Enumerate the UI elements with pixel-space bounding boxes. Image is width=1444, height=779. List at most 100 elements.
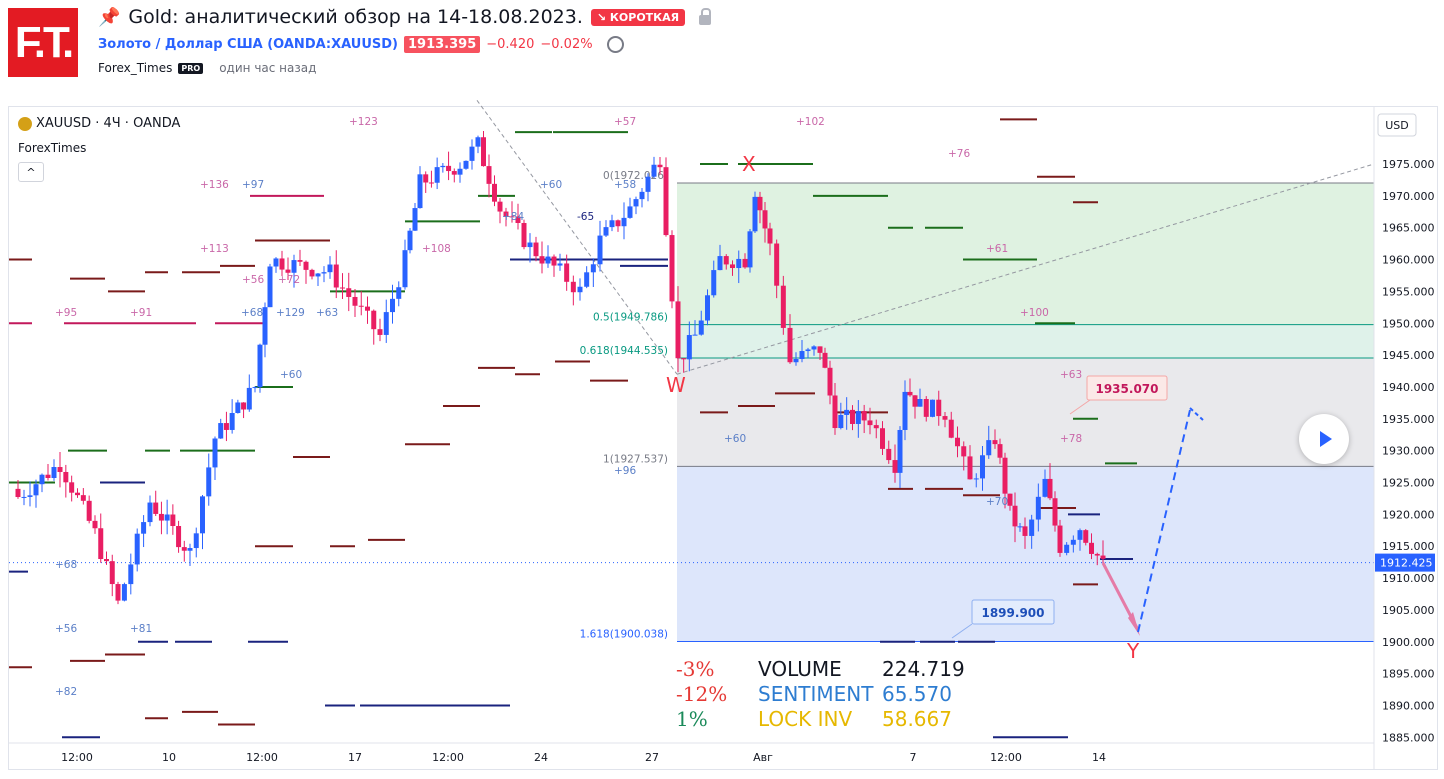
candle-body: [158, 513, 164, 521]
level-annotation: +61: [986, 243, 1008, 255]
candle-body: [1100, 555, 1106, 559]
candle-body: [663, 167, 669, 236]
level-annotation: +56: [55, 623, 77, 635]
collapse-legend-button[interactable]: ^: [18, 162, 44, 182]
candle-body: [787, 327, 793, 363]
candle-body: [686, 335, 692, 360]
candle-body: [817, 346, 823, 353]
candle-body: [992, 440, 998, 445]
y-tick-label: 1930.000: [1382, 445, 1435, 458]
candle-body: [371, 310, 377, 330]
candle-body: [533, 242, 539, 257]
x-tick-label: 14: [1092, 751, 1106, 764]
stat-name: VOLUME: [758, 657, 842, 681]
y-tick-label: 1960.000: [1382, 254, 1435, 267]
post-time: один час назад: [219, 61, 317, 75]
candle-body: [241, 402, 247, 410]
candle-body: [206, 467, 212, 497]
candle-body: [39, 474, 45, 485]
candle-body: [793, 358, 799, 363]
candle-body: [997, 444, 1003, 458]
candle-body: [200, 496, 205, 534]
chart-frame: [8, 106, 1438, 770]
symbol-link[interactable]: Золото / Доллар США (OANDA:XAUUSD): [98, 37, 398, 52]
candle-body: [229, 413, 235, 430]
candle-body: [861, 411, 867, 421]
candle-body: [892, 460, 898, 473]
level-annotation: +123: [349, 116, 378, 128]
stat-pct: -12%: [676, 682, 727, 706]
candle-body: [967, 456, 973, 480]
level-annotation: +60: [724, 433, 746, 445]
author-name[interactable]: Forex_Times: [98, 61, 173, 75]
candle-body: [15, 488, 21, 498]
currency-label: USD: [1385, 119, 1409, 132]
candle-body: [69, 482, 75, 493]
level-annotation: +136: [200, 179, 229, 191]
candle-body: [780, 285, 786, 328]
candle-body: [340, 287, 345, 289]
candle-body: [212, 438, 218, 468]
candle-body: [1094, 553, 1100, 556]
fib-zone-golden: [677, 324, 1374, 359]
y-tick-label: 1945.000: [1382, 349, 1435, 362]
candle-body: [844, 409, 850, 415]
y-tick-label: 1895.000: [1382, 668, 1435, 681]
candle-body: [609, 220, 615, 228]
candle-body: [423, 174, 429, 183]
x-tick-label: 12:00: [432, 751, 464, 764]
candle-body: [267, 266, 273, 308]
candle-body: [80, 495, 86, 501]
currency-button: [1377, 113, 1417, 137]
symbol-row: Золото / Доллар США (OANDA:XAUUSD) 1913.…: [98, 36, 624, 53]
candle-body: [980, 455, 985, 479]
alarm-clock-icon[interactable]: [606, 36, 624, 53]
candle-body: [955, 437, 960, 447]
candle-body: [717, 256, 723, 271]
candle-body: [57, 467, 63, 472]
candle-body: [948, 419, 954, 438]
y-tick-label: 1915.000: [1382, 540, 1435, 553]
forex-times-logo[interactable]: F.T.: [8, 8, 78, 77]
callout-box-upper: [1086, 375, 1168, 401]
candle-body: [147, 502, 153, 523]
projection-arrowhead: [1128, 612, 1140, 636]
stat-value: 58.667: [882, 707, 952, 731]
candle-body: [873, 425, 879, 429]
play-icon: [1320, 431, 1332, 447]
candle-body: [907, 391, 913, 396]
candle-body: [273, 258, 279, 267]
candle-body: [181, 547, 187, 551]
stat-pct: 1%: [676, 707, 708, 731]
candle-body: [615, 220, 621, 227]
x-tick-label: 7: [910, 751, 917, 764]
x-tick-label: 12:00: [61, 751, 93, 764]
projection-arrow-up-tip: [1189, 407, 1204, 421]
wave-label-x: X: [742, 152, 756, 176]
candle-body: [1064, 544, 1070, 553]
candle-body: [1029, 519, 1035, 536]
candle-body: [246, 387, 252, 410]
candle-body: [1017, 526, 1023, 528]
x-tick-label: Авг: [753, 751, 773, 764]
y-tick-label: 1970.000: [1382, 190, 1435, 203]
level-annotation: +100: [1020, 307, 1049, 319]
candle-body: [897, 429, 903, 473]
y-tick-label: 1900.000: [1382, 636, 1435, 649]
candle-body: [669, 235, 675, 302]
candle-body: [365, 306, 370, 311]
candle-body: [1012, 505, 1018, 527]
y-tick-label: 1950.000: [1382, 317, 1435, 330]
candle-body: [481, 137, 486, 167]
callout-box-lower: [971, 599, 1055, 625]
y-tick-label: 1925.000: [1382, 477, 1435, 490]
level-annotation: +95: [55, 307, 77, 319]
candle-body: [402, 250, 408, 288]
candle-body: [223, 423, 229, 430]
play-replay-button[interactable]: [1299, 414, 1349, 464]
candle-body: [218, 423, 224, 439]
candle-body: [469, 146, 475, 161]
candle-body: [309, 269, 315, 277]
candle-body: [463, 160, 469, 169]
